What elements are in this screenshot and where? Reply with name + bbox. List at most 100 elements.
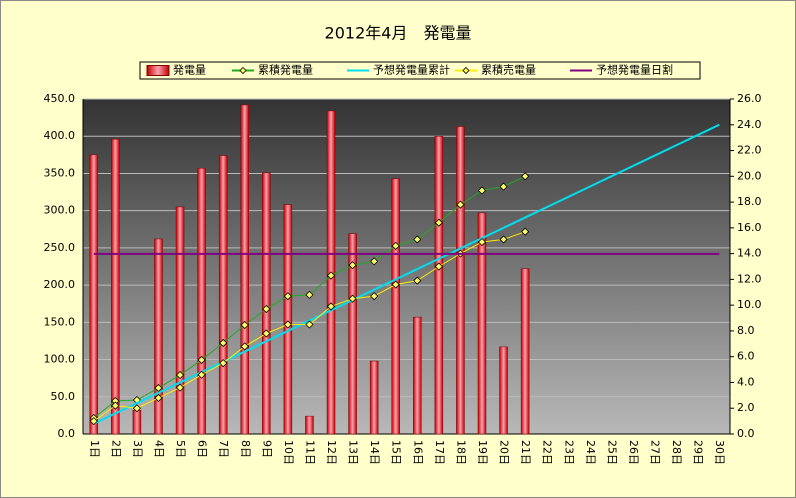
legend-swatch xyxy=(146,65,170,76)
x-tick-label: 19日 xyxy=(476,440,489,465)
y-tick-label: 400.0 xyxy=(44,129,76,142)
x-tick-label: 6日 xyxy=(196,440,209,458)
x-tick-label: 15日 xyxy=(390,440,403,465)
y2-tick-label: 2.0 xyxy=(737,401,755,414)
bar xyxy=(348,233,357,435)
marker xyxy=(219,338,228,347)
y2-tick-label: 6.0 xyxy=(737,350,755,363)
y-tick-label: 300.0 xyxy=(44,204,76,217)
marker xyxy=(413,235,422,244)
y-tick-label: 50.0 xyxy=(51,390,76,403)
x-tick-label: 2日 xyxy=(109,440,122,458)
marker xyxy=(283,292,292,301)
x-tick-label: 17日 xyxy=(433,440,446,465)
marker xyxy=(240,342,249,351)
marker xyxy=(305,320,314,329)
y2-tick-label: 22.0 xyxy=(737,144,762,157)
y2-tick-label: 0.0 xyxy=(737,427,755,440)
marker xyxy=(391,241,400,250)
marker xyxy=(370,257,379,266)
bar xyxy=(499,346,508,435)
x-tick-label: 20日 xyxy=(498,440,511,465)
y-tick-label: 150.0 xyxy=(44,315,76,328)
marker xyxy=(111,401,120,410)
x-tick-label: 25日 xyxy=(605,440,618,465)
marker xyxy=(499,235,508,244)
bar xyxy=(175,206,185,435)
x-tick-label: 4日 xyxy=(152,440,165,458)
x-tick-label: 23日 xyxy=(562,440,575,465)
bar xyxy=(218,155,228,435)
bar xyxy=(283,204,293,435)
marker xyxy=(262,304,271,314)
x-tick-label: 11日 xyxy=(303,440,316,465)
y2-tick-label: 16.0 xyxy=(737,221,762,234)
x-tick-label: 22日 xyxy=(541,440,554,465)
x-tick-label: 21日 xyxy=(519,440,532,465)
marker xyxy=(434,218,443,227)
marker xyxy=(413,276,422,285)
marker xyxy=(348,261,357,270)
bar xyxy=(369,360,379,435)
marker xyxy=(197,370,206,379)
marker xyxy=(132,404,141,413)
x-tick-label: 29日 xyxy=(692,440,705,465)
marker xyxy=(175,383,185,392)
x-tick-label: 26日 xyxy=(627,440,640,465)
marker xyxy=(477,237,487,247)
legend-label: 累積発電量 xyxy=(258,63,313,77)
marker xyxy=(197,355,206,364)
bar xyxy=(111,138,120,435)
y2-tick-label: 18.0 xyxy=(737,195,762,208)
bar xyxy=(132,409,142,435)
marker xyxy=(521,172,530,181)
legend-marker xyxy=(462,66,470,75)
bar xyxy=(456,126,465,435)
legend-label: 予想発電量累計 xyxy=(373,63,450,77)
marker xyxy=(477,186,487,195)
marker xyxy=(326,302,336,311)
bar xyxy=(477,212,487,435)
marker xyxy=(434,262,443,271)
bar xyxy=(305,415,314,435)
line xyxy=(93,123,720,425)
marker xyxy=(175,370,185,380)
marker xyxy=(499,182,508,191)
y2-tick-label: 12.0 xyxy=(737,272,762,285)
bar xyxy=(154,238,163,435)
x-tick-label: 24日 xyxy=(584,440,597,465)
marker xyxy=(326,271,336,280)
bar xyxy=(434,135,444,435)
bar xyxy=(89,154,99,435)
legend xyxy=(139,61,701,80)
x-tick-label: 8日 xyxy=(239,440,252,458)
marker xyxy=(154,393,163,402)
x-tick-label: 9日 xyxy=(260,440,273,458)
y2-tick-label: 26.0 xyxy=(737,92,762,105)
x-tick-label: 14日 xyxy=(368,440,381,465)
legend-marker xyxy=(239,66,247,75)
y2-tick-label: 8.0 xyxy=(737,324,755,337)
bar xyxy=(262,172,271,435)
legend-label: 発電量 xyxy=(173,63,206,77)
legend-label: 予想発電量日割 xyxy=(596,63,673,77)
x-tick-label: 10日 xyxy=(282,440,295,465)
y2-tick-label: 4.0 xyxy=(737,375,755,388)
marker xyxy=(240,320,249,330)
x-tick-label: 3日 xyxy=(131,440,144,458)
x-tick-label: 16日 xyxy=(411,440,424,465)
x-tick-label: 7日 xyxy=(217,440,230,458)
bar xyxy=(520,268,530,435)
y2-tick-label: 20.0 xyxy=(737,169,762,182)
marker xyxy=(456,200,465,209)
y-tick-label: 250.0 xyxy=(44,241,76,254)
x-tick-label: 5日 xyxy=(174,440,187,458)
y-tick-label: 350.0 xyxy=(44,166,76,179)
chart-title: 2012年4月 発電量 xyxy=(325,24,472,43)
x-tick-label: 27日 xyxy=(649,440,662,465)
x-tick-label: 30日 xyxy=(713,440,726,465)
bar xyxy=(391,178,400,435)
marker xyxy=(262,329,271,338)
bar xyxy=(240,104,249,435)
